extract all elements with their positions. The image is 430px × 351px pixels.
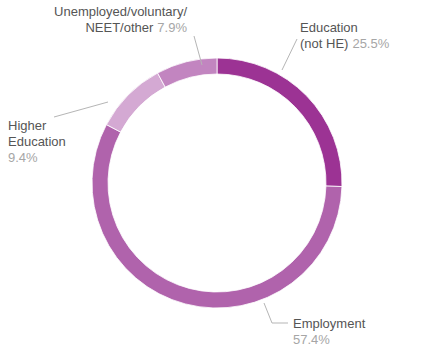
label-line: Employment (293, 316, 366, 331)
leader-line (264, 303, 288, 323)
category-label: HigherEducation (8, 118, 66, 149)
value-label: 57.4% (293, 332, 330, 347)
slice (158, 58, 217, 87)
category-label: Unemployed/voluntary/NEET/other (54, 4, 187, 35)
slice (106, 73, 165, 132)
value-label: 7.9% (157, 20, 187, 35)
value-label: 9.4% (8, 150, 38, 165)
label-line: Higher (8, 118, 47, 133)
label-line: Education (8, 134, 66, 149)
leader-line (54, 102, 108, 117)
label-line: Education (300, 20, 358, 35)
slice (217, 58, 342, 187)
leader-line (282, 39, 297, 70)
label-line: (not HE) (300, 36, 348, 51)
leader-line (194, 36, 202, 65)
category-label: Employment (293, 316, 366, 331)
chart: Education(not HE)25.5%Employment57.4%Hig… (0, 0, 430, 351)
value-label: 25.5% (352, 36, 389, 51)
label-line: Unemployed/voluntary/ (54, 4, 187, 19)
label-line: NEET/other (85, 20, 154, 35)
slice (92, 125, 342, 308)
slices (92, 58, 342, 308)
category-label: Education(not HE) (300, 20, 358, 51)
